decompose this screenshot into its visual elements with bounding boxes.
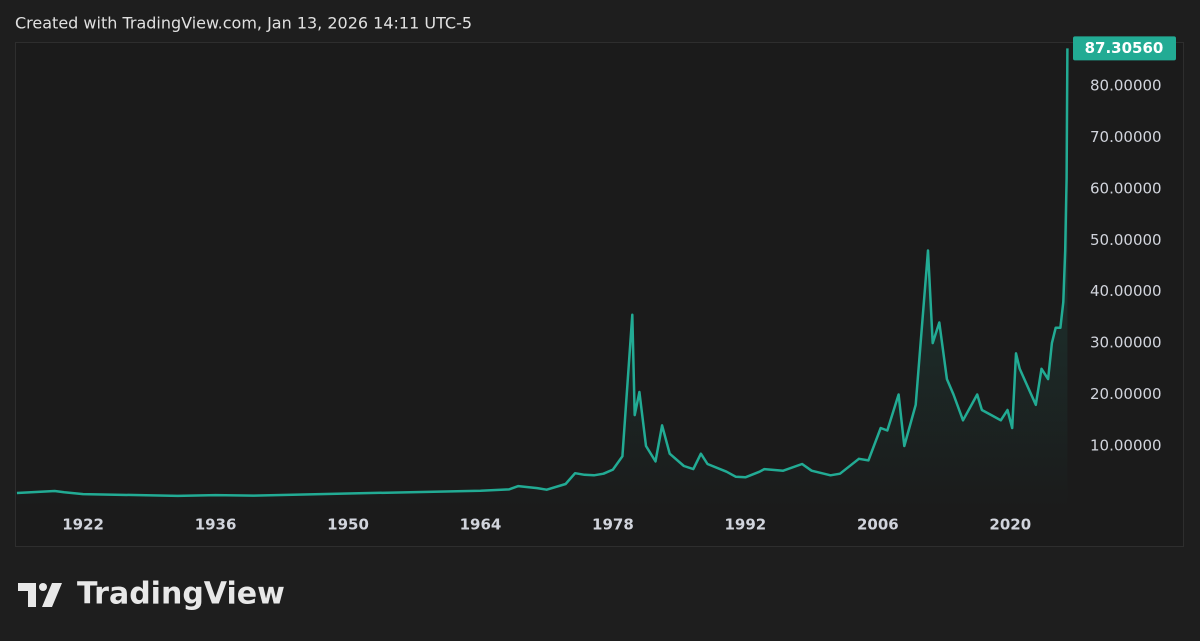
attribution: Created with TradingView.com, Jan 13, 20… — [15, 14, 472, 33]
y-tick-label: 70.00000 — [1090, 128, 1162, 146]
area — [16, 48, 1068, 509]
x-tick-label: 1922 — [62, 516, 104, 534]
price-line — [16, 48, 1069, 498]
y-tick-label: 40.00000 — [1090, 282, 1162, 300]
last-price-tag — [1073, 36, 1176, 61]
x-tick-label: 1964 — [460, 516, 502, 534]
y-tick-label: 10.00000 — [1090, 436, 1162, 454]
x-tick-label: 1936 — [195, 516, 237, 534]
logo — [18, 583, 62, 607]
x-tick-label: 1992 — [725, 516, 767, 534]
y-tick-label: 20.00000 — [1090, 385, 1162, 403]
y-tick-label: 30.00000 — [1090, 334, 1162, 352]
y-tick-label: 80.00000 — [1090, 76, 1162, 94]
last-price-label: 87.30560 — [1085, 39, 1164, 57]
y-tick-label: 60.00000 — [1090, 179, 1162, 197]
watermark: TradingView — [77, 577, 285, 612]
x-tick-label: 2020 — [989, 516, 1031, 534]
x-tick-label: 2006 — [857, 516, 899, 534]
x-tick-label: 1978 — [592, 516, 634, 534]
y-tick-label: 50.00000 — [1090, 231, 1162, 249]
x-tick-label: 1950 — [327, 516, 369, 534]
